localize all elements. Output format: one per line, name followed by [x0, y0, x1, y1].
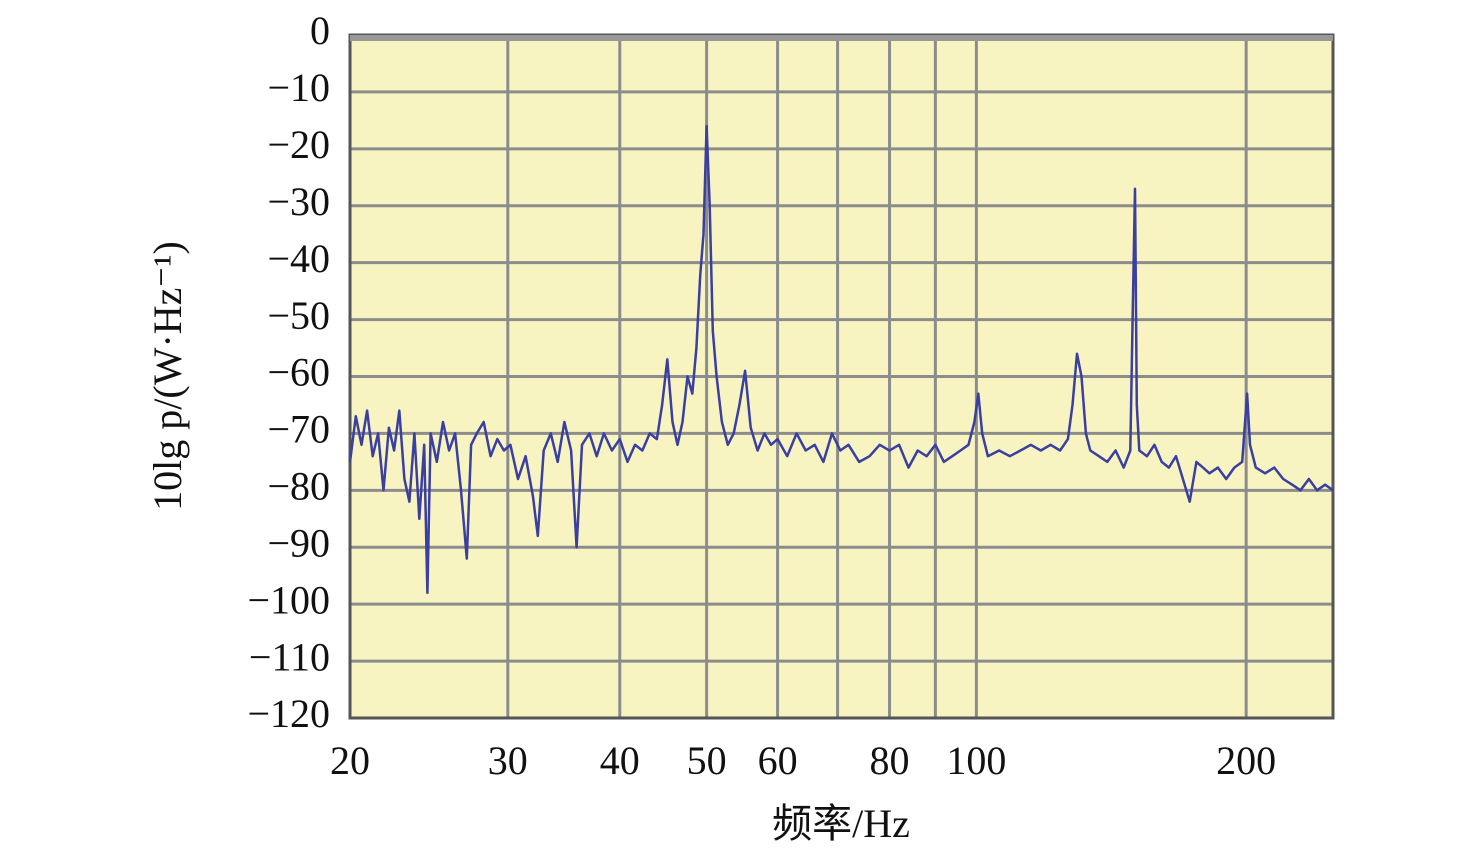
y-tick-label: −100	[247, 577, 330, 622]
x-axis-label: 频率/Hz	[772, 801, 910, 846]
y-tick-label: −10	[267, 65, 330, 110]
y-tick-label: −60	[267, 350, 330, 395]
x-tick-label: 50	[687, 738, 727, 783]
x-tick-label: 30	[488, 738, 528, 783]
y-tick-label: −90	[267, 520, 330, 565]
y-tick-label: −80	[267, 464, 330, 509]
y-tick-label: −110	[249, 634, 330, 679]
x-tick-label: 200	[1216, 738, 1276, 783]
y-tick-label: −70	[267, 407, 330, 452]
y-tick-label: −40	[267, 236, 330, 281]
x-tick-label: 40	[600, 738, 640, 783]
x-tick-label: 100	[946, 738, 1006, 783]
y-tick-label: −20	[267, 122, 330, 167]
y-tick-label: −120	[247, 691, 330, 736]
x-tick-label: 80	[870, 738, 910, 783]
x-tick-label: 20	[330, 738, 370, 783]
y-axis-label: 10lg p/(W·Hz⁻¹)	[145, 241, 190, 511]
x-tick-label: 60	[758, 738, 798, 783]
y-tick-label: 0	[310, 8, 330, 53]
y-tick-label: −50	[267, 293, 330, 338]
data-line	[348, 124, 1334, 595]
y-tick-label: −30	[267, 179, 330, 224]
